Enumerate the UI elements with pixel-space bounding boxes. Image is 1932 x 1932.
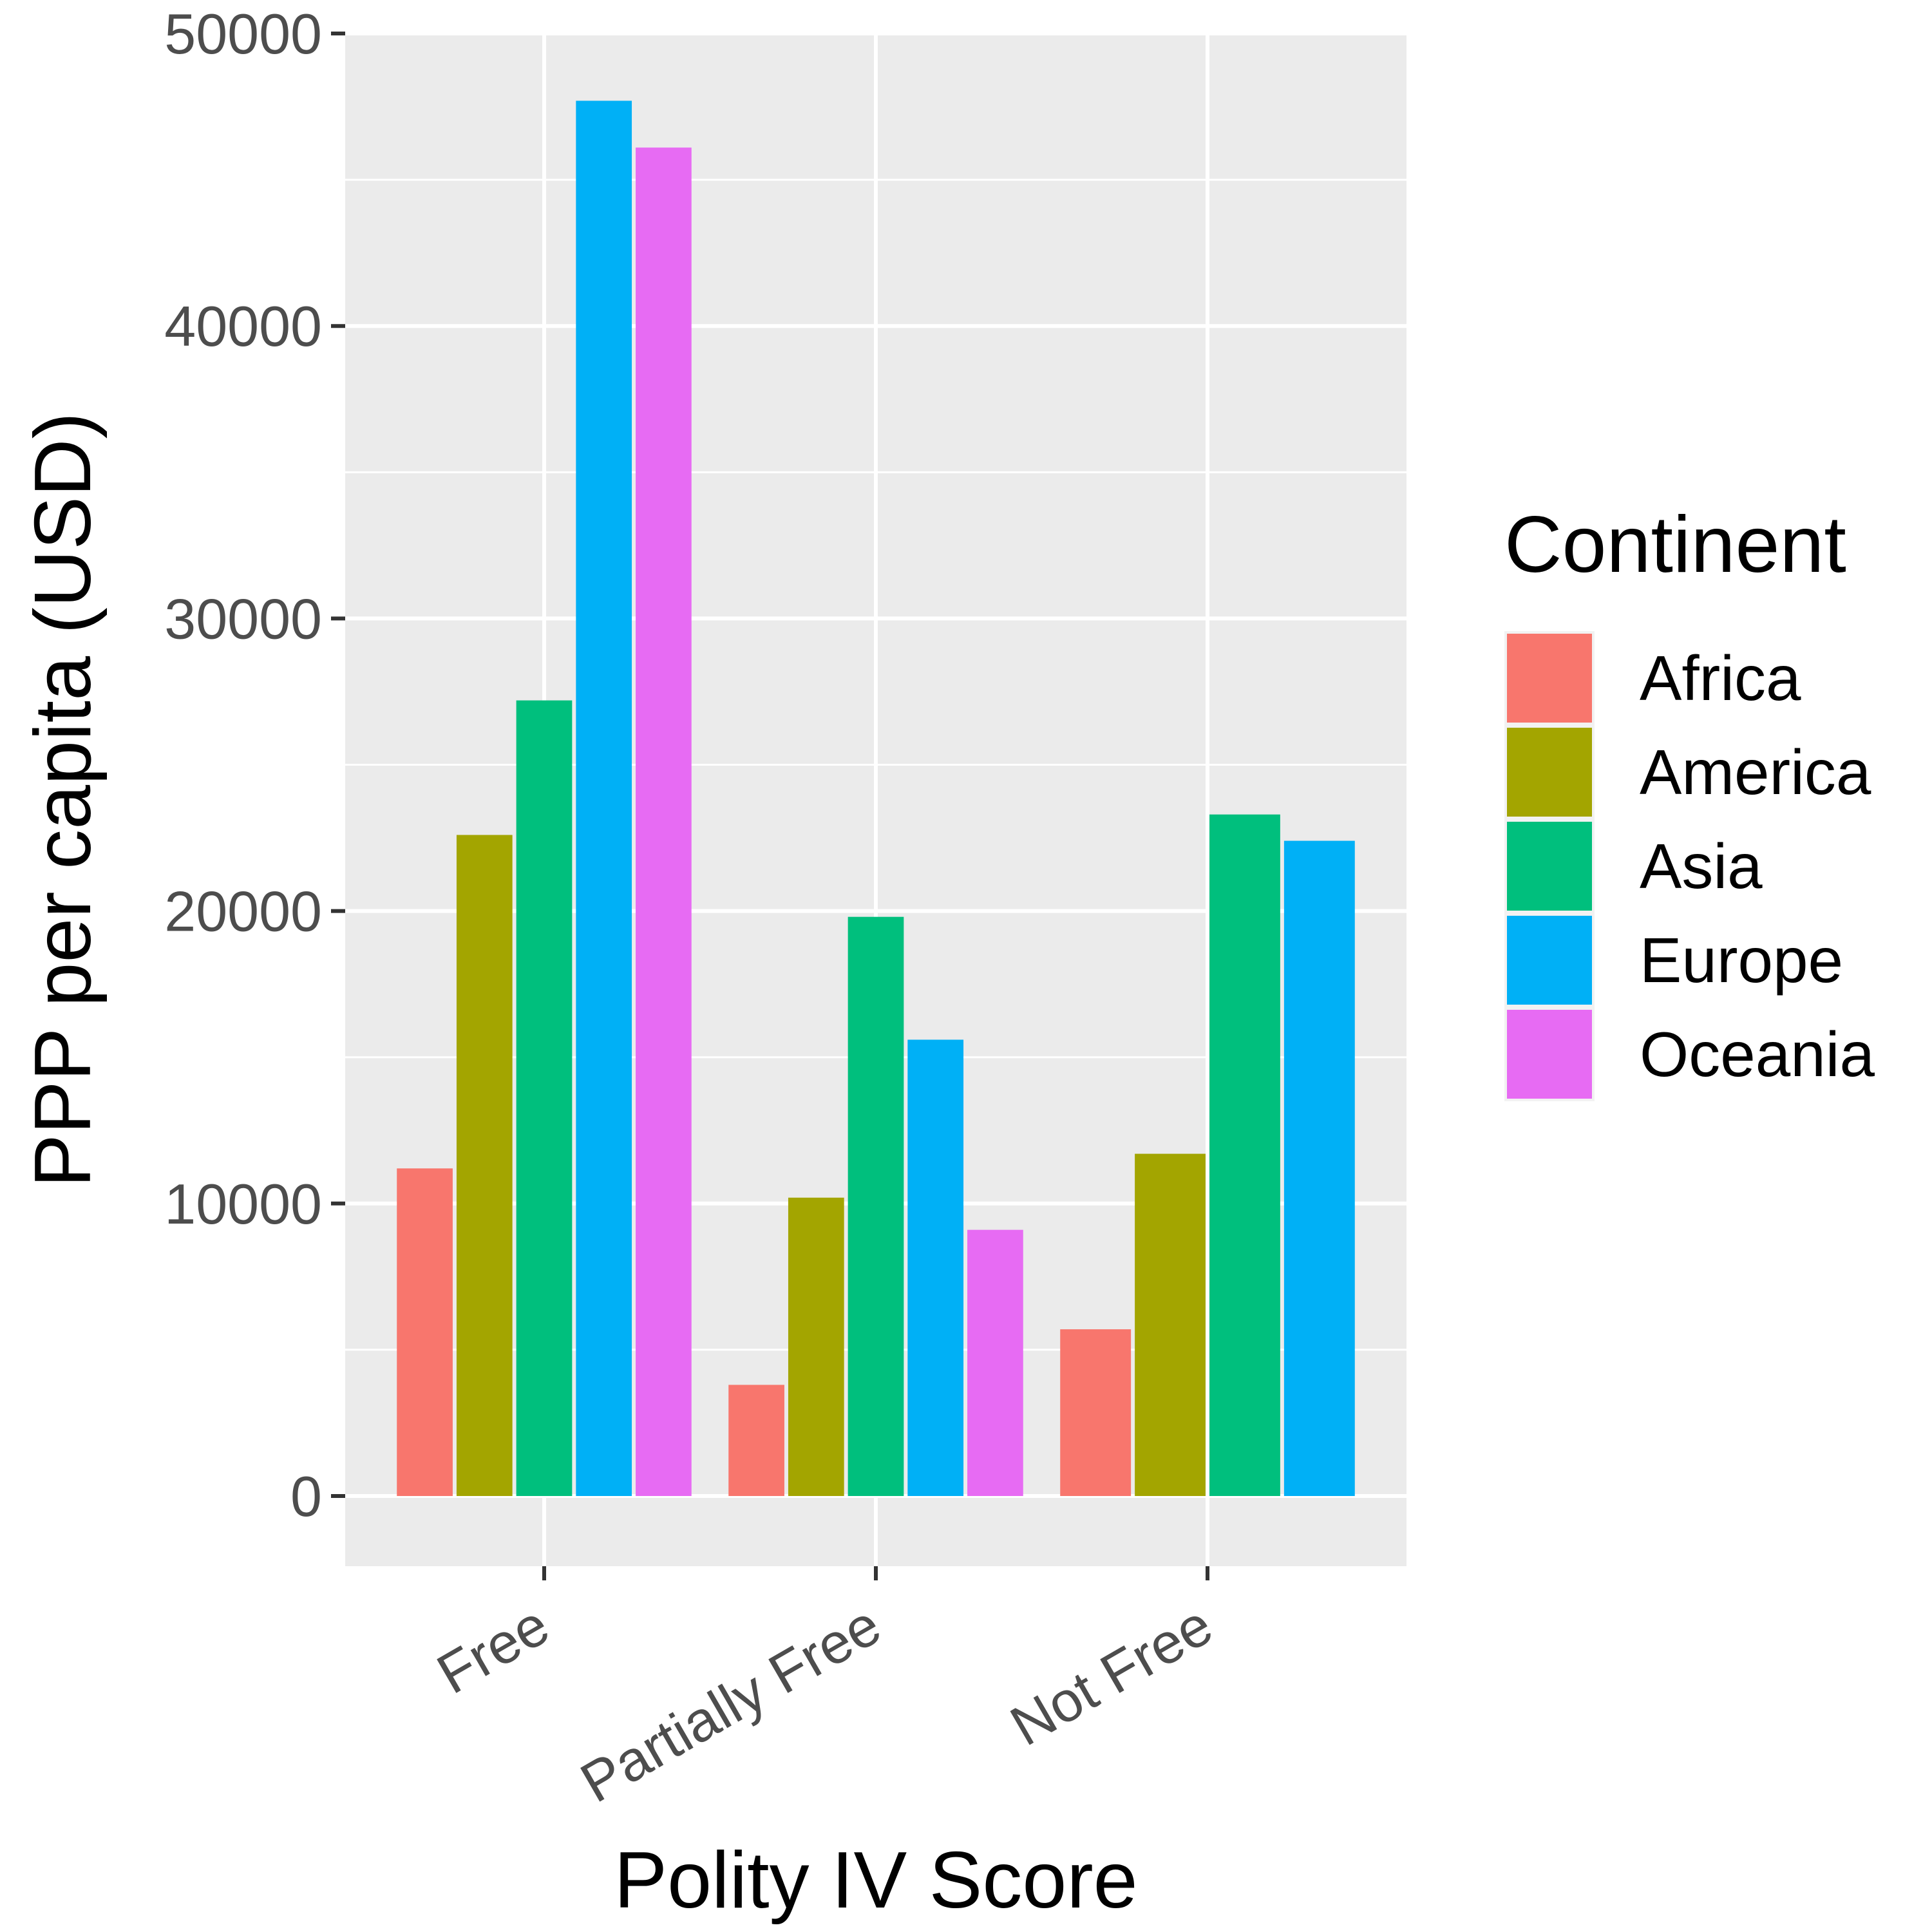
y-tick-label: 30000 — [164, 587, 322, 650]
legend-swatch — [1507, 1010, 1592, 1099]
legend-title: Continent — [1504, 500, 1846, 589]
bar-europe-free — [576, 100, 632, 1496]
legend-swatch — [1507, 822, 1592, 911]
bar-oceania-partially-free — [967, 1229, 1023, 1496]
legend: Continent Africa America Asia Europe Oceania — [1504, 500, 1875, 1101]
legend-swatch — [1507, 634, 1592, 723]
bar-asia-free — [516, 700, 573, 1496]
bar-africa-not-free — [1060, 1329, 1132, 1496]
bar-africa-free — [397, 1168, 453, 1496]
legend-label: Asia — [1640, 831, 1763, 902]
bar-europe-partially-free — [907, 1039, 964, 1496]
bar-america-free — [456, 835, 513, 1496]
x-tick-label: Free — [426, 1593, 559, 1706]
y-axis: 0 10000 20000 30000 40000 50000 — [164, 2, 345, 1528]
legend-item-africa: Africa — [1504, 631, 1801, 725]
legend-item-america: America — [1504, 725, 1871, 819]
x-axis: Free Partially Free Not Free — [426, 1566, 1223, 1815]
legend-item-oceania: Oceania — [1504, 1007, 1875, 1101]
y-tick-label: 10000 — [164, 1172, 322, 1236]
bar-oceania-free — [636, 147, 692, 1496]
y-tick-label: 50000 — [164, 2, 322, 66]
bar-america-partially-free — [788, 1197, 844, 1496]
y-axis-title: PPP per capita (USD) — [19, 412, 108, 1188]
legend-label: America — [1640, 737, 1871, 808]
x-tick-label: Not Free — [1000, 1593, 1223, 1758]
bar-america-not-free — [1135, 1153, 1206, 1496]
legend-item-asia: Asia — [1504, 819, 1763, 913]
bars — [397, 100, 1355, 1496]
bar-europe-not-free — [1283, 840, 1355, 1496]
x-axis-title: Polity IV Score — [614, 1836, 1137, 1925]
legend-label: Europe — [1640, 925, 1843, 996]
x-tick-label: Partially Free — [570, 1593, 891, 1815]
y-tick-label: 20000 — [164, 880, 322, 943]
legend-swatch — [1507, 916, 1592, 1005]
bar-africa-partially-free — [728, 1385, 784, 1496]
bar-asia-not-free — [1209, 814, 1280, 1496]
legend-label: Oceania — [1640, 1019, 1875, 1090]
legend-swatch — [1507, 728, 1592, 817]
legend-label: Africa — [1640, 643, 1801, 714]
legend-item-europe: Europe — [1504, 913, 1843, 1007]
y-tick-label: 0 — [290, 1464, 322, 1528]
bar-asia-partially-free — [848, 916, 904, 1496]
y-tick-label: 40000 — [164, 294, 322, 358]
